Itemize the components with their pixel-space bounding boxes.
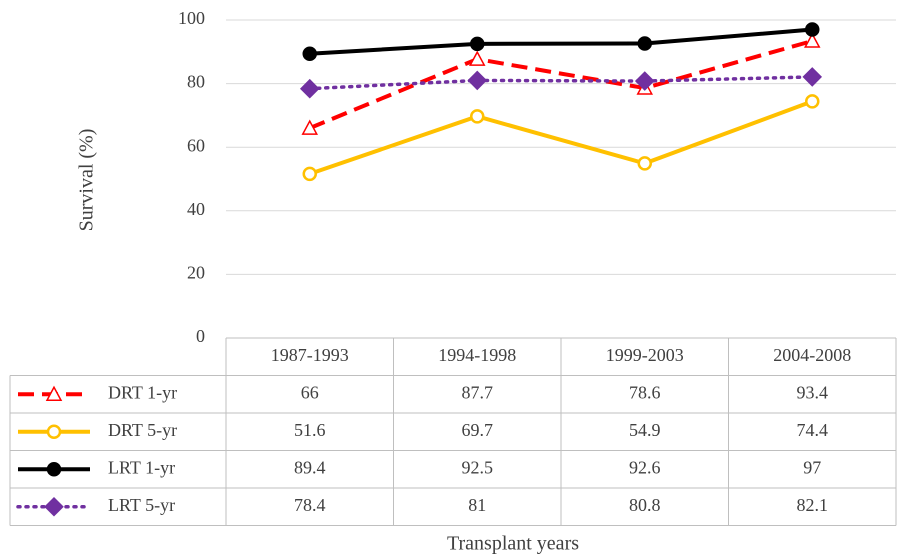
marker: [803, 32, 821, 48]
table-cell: 87.7: [462, 382, 494, 402]
table-cell: 54.9: [629, 420, 661, 440]
x-tick-label: 1999-2003: [606, 345, 684, 365]
marker: [637, 36, 652, 51]
x-tick-label: 2004-2008: [773, 345, 851, 365]
table-cell: 81: [468, 495, 486, 515]
table-cell: 92.6: [629, 457, 661, 477]
legend-label: DRT 5-yr: [108, 420, 177, 440]
y-tick-label: 100: [178, 8, 205, 28]
legend-label: LRT 1-yr: [108, 457, 175, 477]
table-cell: 82.1: [797, 495, 829, 515]
table-cell: 92.5: [462, 457, 494, 477]
x-tick-label: 1987-1993: [271, 345, 349, 365]
table-cell: 74.4: [797, 420, 829, 440]
table-cell: 51.6: [294, 420, 326, 440]
marker: [302, 46, 317, 61]
marker: [467, 70, 488, 91]
table-cell: 97: [803, 457, 821, 477]
table-cell: 78.4: [294, 495, 326, 515]
marker: [470, 36, 485, 52]
legend-marker: [46, 424, 62, 439]
series-line: [309, 99, 813, 176]
legend-label: LRT 5-yr: [108, 495, 175, 515]
marker: [301, 119, 319, 135]
legend-marker: [46, 462, 62, 477]
marker: [805, 22, 820, 37]
marker: [470, 109, 485, 124]
series-line: [308, 75, 814, 91]
y-tick-label: 60: [187, 135, 205, 155]
table-cell: 78.6: [629, 382, 661, 402]
y-tick-label: 20: [187, 263, 205, 283]
marker: [299, 78, 320, 99]
y-tick-label: 40: [187, 199, 205, 219]
marker: [637, 156, 652, 171]
series-line: [308, 39, 813, 130]
table-cell: 93.4: [797, 382, 829, 402]
table-cell: 69.7: [462, 420, 494, 440]
x-tick-label: 1994-1998: [438, 345, 516, 365]
legend-marker: [44, 496, 64, 517]
x-axis-title: Transplant years: [447, 533, 579, 555]
table-cell: 80.8: [629, 495, 661, 515]
y-tick-label: 80: [187, 72, 205, 92]
marker: [805, 94, 820, 109]
y-tick-label: 0: [196, 326, 205, 346]
table-cell: 66: [301, 382, 319, 402]
series-line: [309, 27, 813, 56]
legend-label: DRT 1-yr: [108, 382, 177, 402]
marker: [468, 50, 486, 66]
marker: [302, 166, 317, 182]
marker: [802, 67, 823, 87]
legend-marker: [45, 385, 63, 401]
y-axis-title: Survival (%): [76, 129, 98, 232]
table-cell: 89.4: [294, 457, 326, 477]
marker: [634, 71, 655, 91]
